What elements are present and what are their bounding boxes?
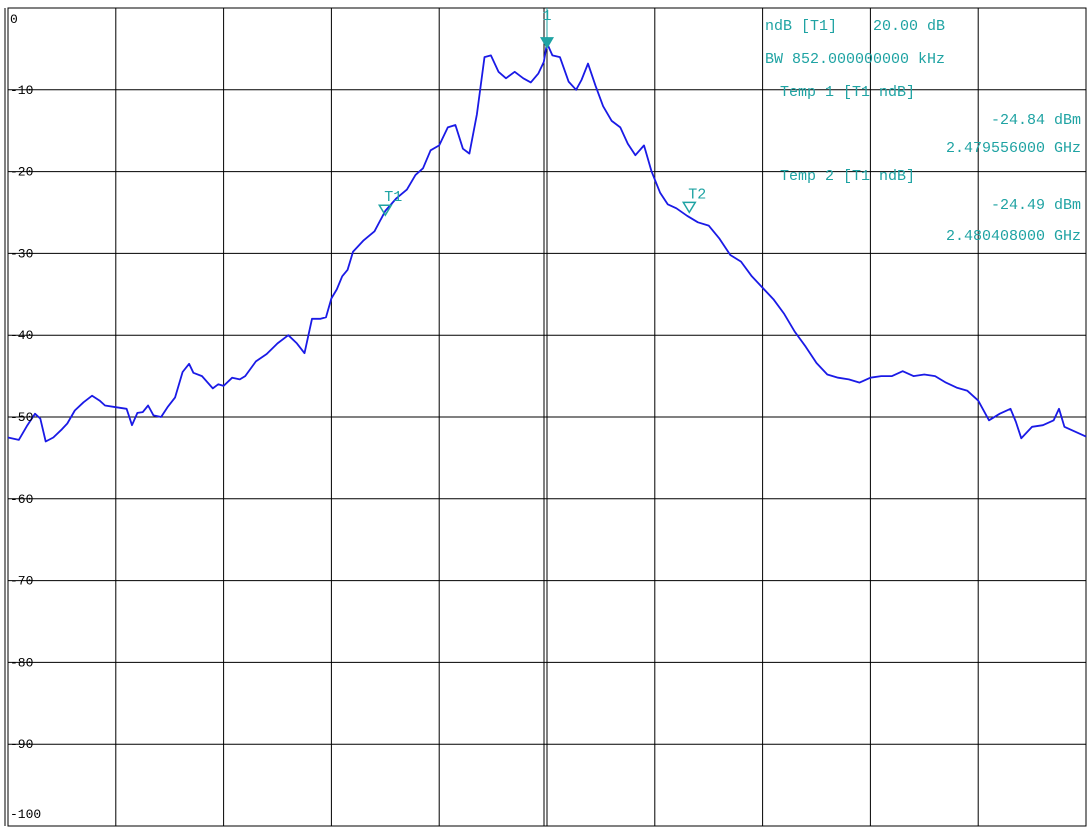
marker-info-panel: ndB [T1] 20.00 dB BW 852.000000000 kHz T… [765,18,1081,245]
y-tick-label: -90 [10,737,33,752]
marker-label: T1 [384,189,402,206]
y-tick-label: -40 [10,328,33,343]
y-tick-label: -100 [10,807,41,822]
info-line-4: -24.84 dBm [991,112,1081,129]
y-tick-label: -30 [10,246,33,261]
spectrum-trace [7,42,1087,443]
marker-triangle-hollow [681,201,697,214]
y-tick-label: 0 [10,12,18,27]
info-line-6: Temp 2 [T1 ndB] [780,168,915,185]
marker-triangle-hollow [377,204,393,217]
y-tick-labels: 0 -10 -20 -30 -40 -50 -60 -70 -80 -90 -100 [10,12,41,822]
info-line-7: -24.49 dBm [991,197,1081,214]
info-line-3: Temp 1 [T1 ndB] [780,84,915,101]
y-tick-label: -10 [10,83,33,98]
markers: 1 T1 T2 [377,8,706,217]
y-tick-label: -50 [10,410,33,425]
y-tick-label: -70 [10,574,33,589]
marker-1: 1 [540,8,554,50]
info-line-8: 2.480408000 GHz [946,228,1081,245]
marker-label: T2 [688,186,706,203]
y-tick-label: -20 [10,165,33,180]
y-tick-label: -80 [10,655,33,670]
marker-triangle-filled [540,37,554,50]
marker-t2: T2 [681,186,706,214]
grid [4,7,1087,827]
marker-label: 1 [542,8,551,25]
info-line-1: ndB [T1] 20.00 dB [765,18,945,35]
info-line-5: 2.479556000 GHz [946,140,1081,157]
info-line-2: BW 852.000000000 kHz [765,51,945,68]
y-tick-label: -60 [10,492,33,507]
marker-t1: T1 [377,189,402,217]
